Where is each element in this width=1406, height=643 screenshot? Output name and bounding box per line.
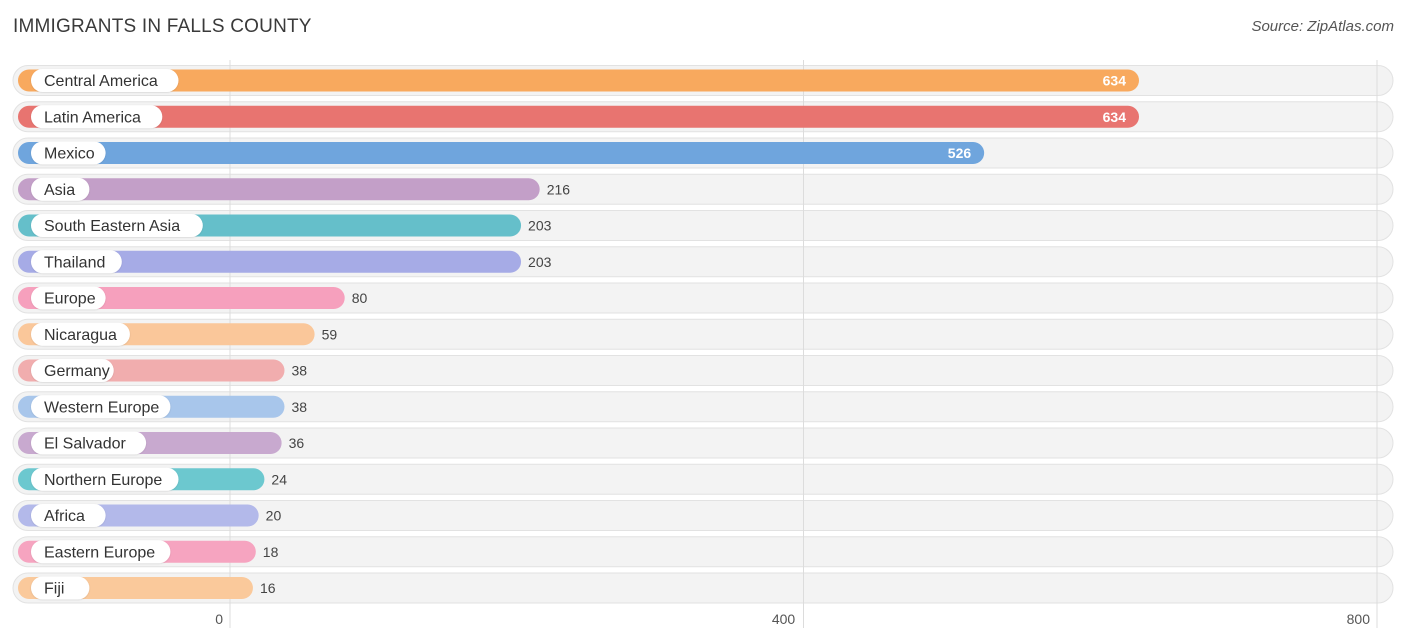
value-label: 20 — [266, 508, 282, 524]
category-label: Germany — [44, 363, 110, 380]
category-label: Asia — [44, 182, 75, 199]
bar-group: Latin America 634 — [18, 105, 1139, 129]
bar-group: Fiji 16 — [18, 576, 276, 600]
value-label: 59 — [322, 326, 338, 342]
category-label: Fiji — [44, 581, 64, 598]
chart-source: Source: ZipAtlas.com — [1251, 18, 1394, 35]
value-label: 38 — [291, 399, 307, 415]
category-label-pill — [31, 105, 163, 129]
value-label: 18 — [263, 544, 279, 560]
bar-track — [12, 391, 1394, 423]
bar-track — [12, 427, 1394, 459]
value-label: 203 — [528, 218, 552, 234]
bar-group: South Eastern Asia 203 — [18, 214, 552, 237]
bar-group: El Salvador 36 — [18, 431, 305, 455]
value-label: 634 — [1103, 73, 1127, 89]
bar-group: Eastern Europe 18 — [18, 540, 279, 564]
bar-group: Central America 634 — [18, 69, 1139, 92]
category-label: Eastern Europe — [44, 544, 155, 561]
category-label: Africa — [44, 508, 85, 525]
category-label-pill — [31, 141, 106, 165]
value-label: 526 — [948, 145, 972, 161]
category-label-pill — [31, 359, 114, 382]
category-label-pill — [31, 286, 106, 310]
bar-track — [12, 355, 1394, 386]
category-label: South Eastern Asia — [44, 218, 180, 235]
chart-title: IMMIGRANTS IN FALLS COUNTY — [13, 16, 312, 37]
category-label-pill — [31, 250, 122, 274]
bar — [18, 105, 1139, 128]
bar-group: Asia 216 — [18, 177, 571, 201]
x-tick-label: 400 — [772, 611, 796, 627]
category-label-pill — [31, 576, 90, 600]
bar-group: Nicaragua 59 — [18, 322, 338, 346]
value-label: 216 — [547, 181, 571, 197]
value-label: 203 — [528, 254, 552, 270]
category-label: Thailand — [44, 254, 105, 271]
bar-track — [12, 572, 1394, 604]
value-label: 80 — [352, 290, 368, 306]
category-label: Central America — [44, 73, 158, 90]
category-label-pill — [31, 69, 179, 92]
bar-group: Mexico 526 — [18, 141, 985, 165]
category-label-pill — [31, 322, 130, 346]
bar-group: Western Europe 38 — [18, 395, 307, 419]
bar-track — [12, 318, 1394, 350]
bar-group: Northern Europe 24 — [18, 467, 287, 491]
category-label: Western Europe — [44, 399, 159, 416]
bar-group: Germany 38 — [18, 359, 307, 382]
category-label-pill — [31, 431, 147, 455]
category-label: Northern Europe — [44, 472, 162, 489]
category-label-pill — [31, 214, 203, 237]
value-label: 634 — [1103, 109, 1127, 125]
bar-track — [12, 282, 1394, 314]
bar-track — [12, 536, 1394, 568]
category-label: Europe — [44, 291, 96, 308]
value-label: 36 — [289, 435, 305, 451]
category-label: Mexico — [44, 146, 95, 163]
category-label-pill — [31, 177, 90, 201]
x-tick-label: 0 — [215, 611, 223, 627]
category-label: El Salvador — [44, 436, 126, 453]
x-tick-label: 800 — [1347, 611, 1371, 627]
category-label-pill — [31, 467, 179, 491]
category-label-pill — [31, 395, 171, 419]
category-label: Latin America — [44, 109, 141, 126]
bar-group: Africa 20 — [18, 504, 281, 527]
bar-track — [12, 500, 1394, 531]
bar — [18, 250, 522, 273]
value-label: 24 — [271, 471, 287, 487]
value-label: 38 — [291, 363, 307, 379]
category-label-pill — [31, 540, 171, 564]
bar-group: Europe 80 — [18, 286, 368, 310]
category-label-pill — [31, 504, 106, 527]
bar — [18, 178, 540, 201]
bar-group: Thailand 203 — [18, 250, 552, 274]
value-label: 16 — [260, 580, 276, 596]
bar — [18, 142, 985, 164]
bar — [18, 69, 1139, 92]
category-label: Nicaragua — [44, 327, 117, 344]
bar-track — [12, 463, 1394, 495]
